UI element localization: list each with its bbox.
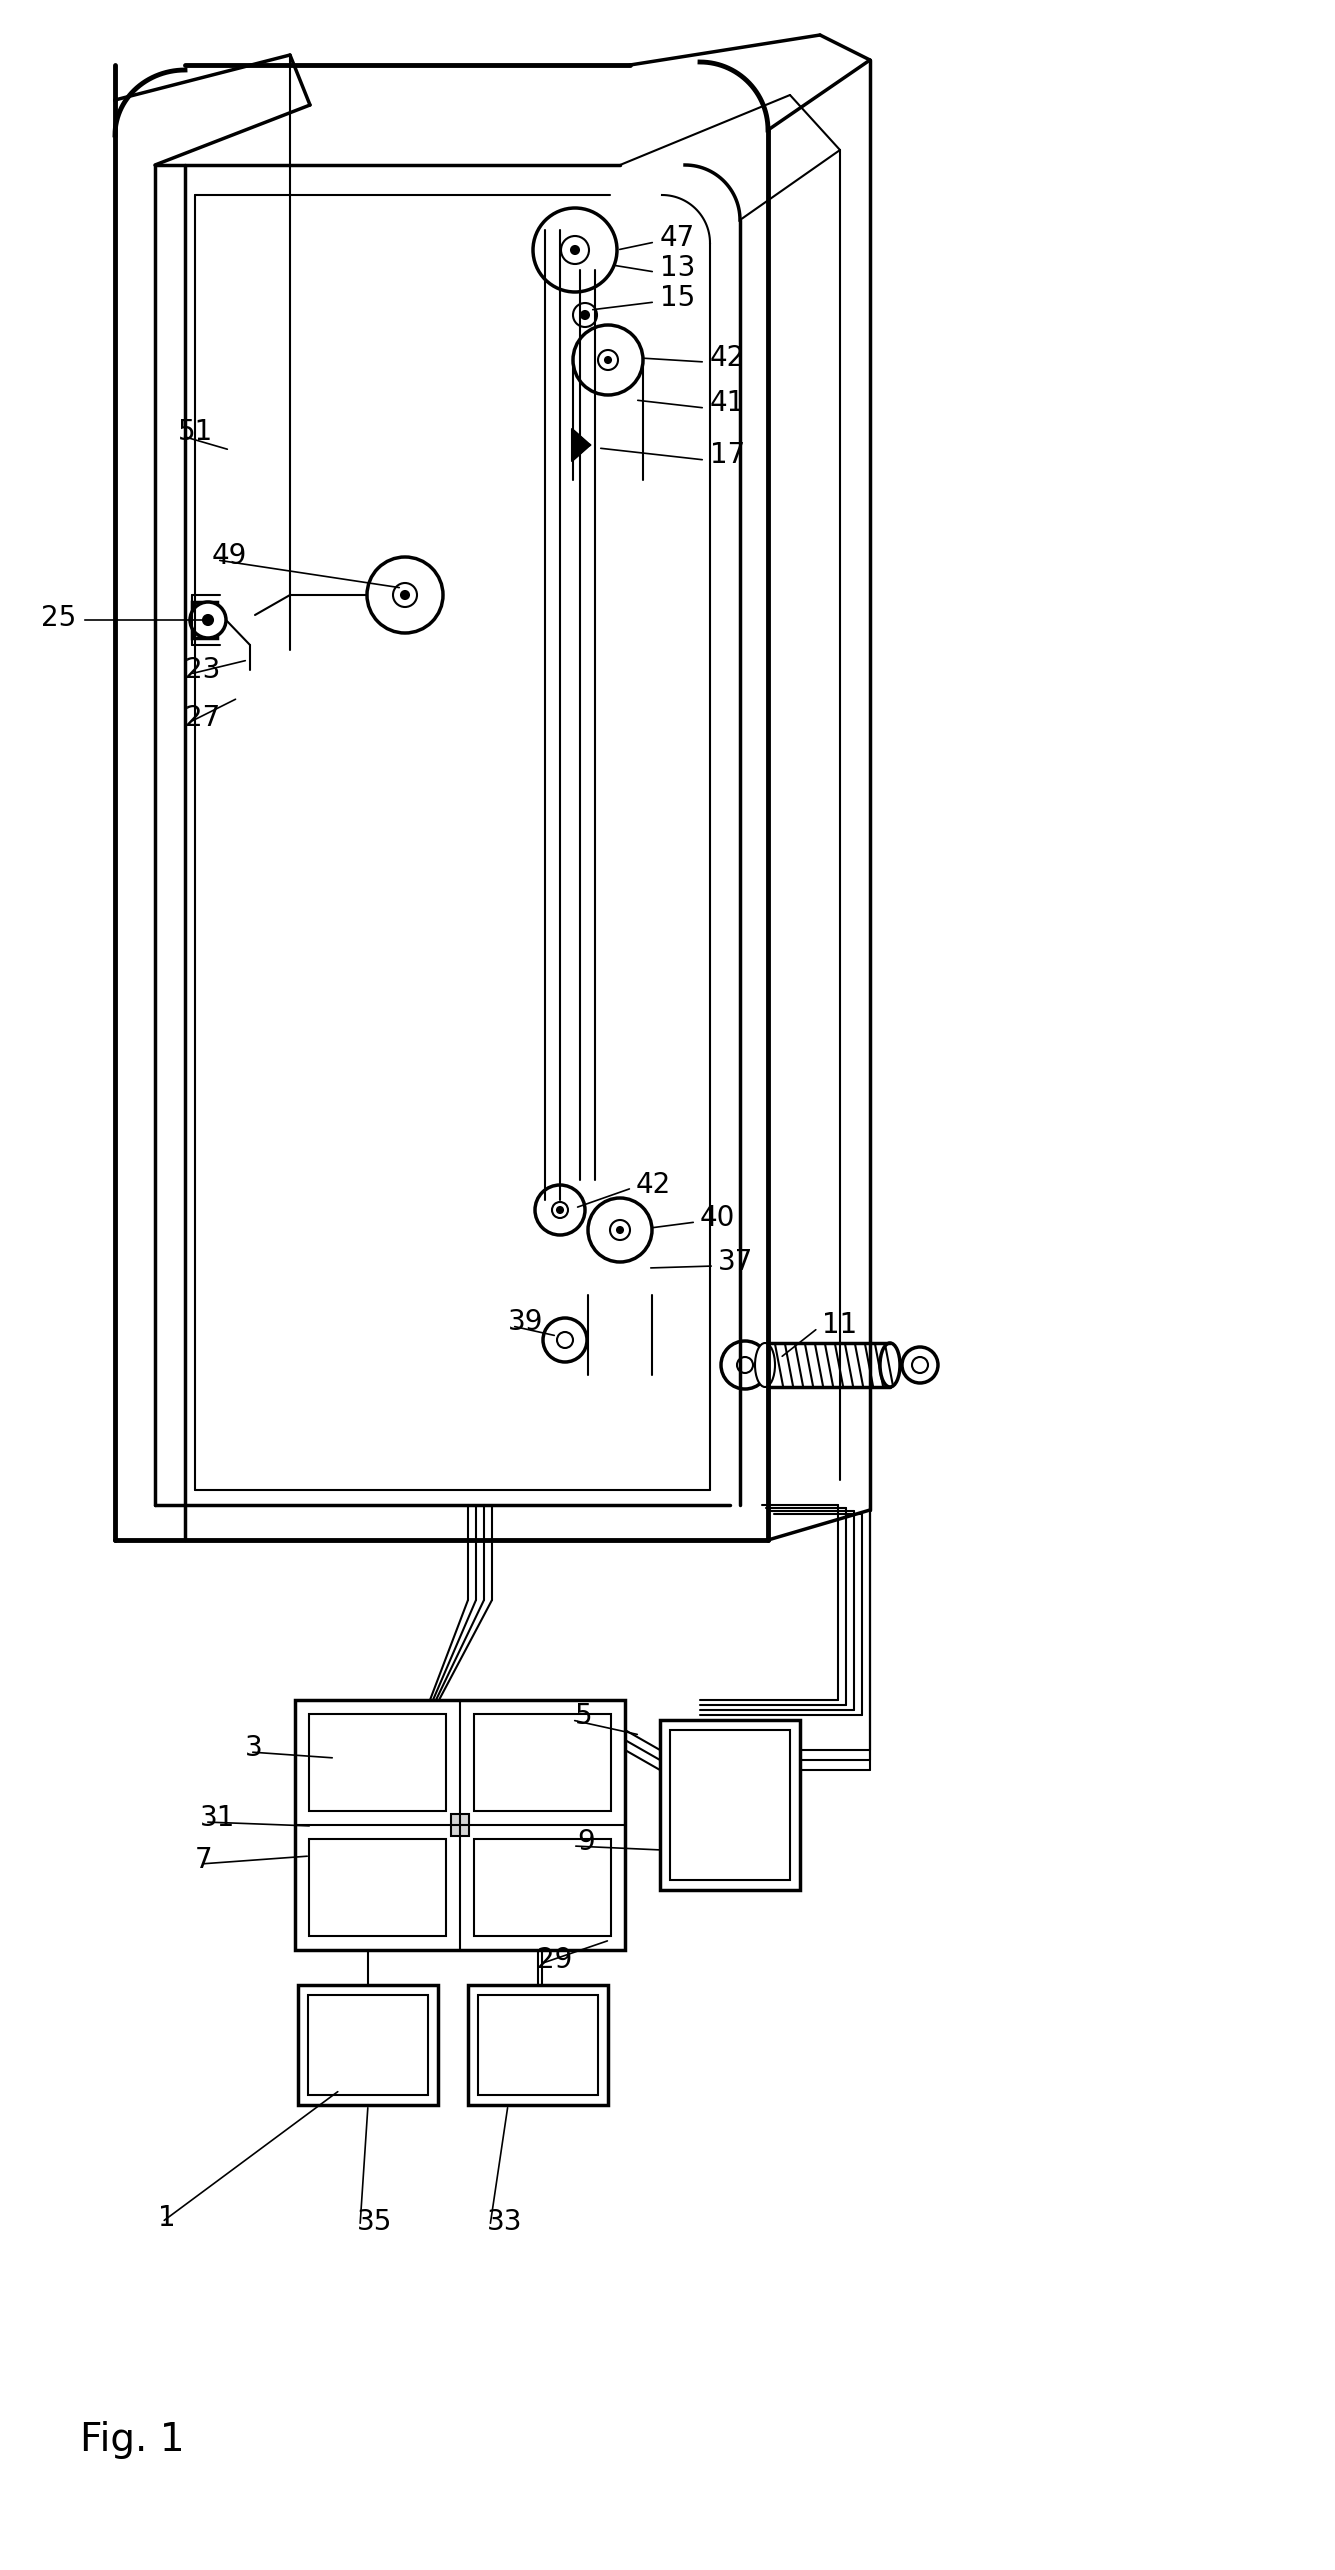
Text: 7: 7	[195, 1845, 212, 1874]
Bar	[298, 1984, 438, 2105]
Circle shape	[392, 583, 417, 607]
Text: 51: 51	[178, 419, 214, 447]
Text: 37: 37	[718, 1249, 753, 1275]
Text: 25: 25	[41, 604, 76, 632]
Circle shape	[721, 1342, 769, 1388]
Ellipse shape	[756, 1344, 776, 1388]
Circle shape	[561, 236, 589, 265]
Text: 29: 29	[537, 1945, 573, 1974]
Text: 15: 15	[659, 285, 696, 311]
Circle shape	[605, 357, 611, 362]
Bar	[478, 1994, 598, 2095]
Text: 13: 13	[659, 254, 696, 283]
Text: 1: 1	[158, 2205, 176, 2231]
Text: 41: 41	[710, 388, 745, 416]
Bar	[308, 1994, 429, 2095]
Bar	[670, 1730, 790, 1881]
Text: 17: 17	[710, 442, 745, 468]
Circle shape	[573, 324, 643, 396]
Circle shape	[610, 1221, 630, 1239]
Text: 33: 33	[487, 2208, 522, 2236]
Bar	[451, 1814, 469, 1835]
Circle shape	[551, 1203, 567, 1218]
Text: 11: 11	[822, 1311, 857, 1339]
Bar	[469, 1984, 607, 2105]
Bar	[295, 1699, 625, 1951]
Circle shape	[400, 591, 409, 599]
Circle shape	[737, 1357, 753, 1372]
Text: 9: 9	[577, 1827, 595, 1856]
Circle shape	[535, 1185, 585, 1236]
Text: 35: 35	[356, 2208, 392, 2236]
Text: 5: 5	[575, 1701, 593, 1730]
Bar	[308, 1714, 446, 1812]
Circle shape	[573, 303, 597, 326]
Bar	[474, 1714, 611, 1812]
Text: 49: 49	[212, 542, 247, 571]
Text: 23: 23	[186, 655, 220, 684]
Text: 39: 39	[509, 1308, 543, 1336]
Circle shape	[533, 208, 617, 293]
Ellipse shape	[880, 1344, 900, 1388]
Polygon shape	[571, 429, 590, 460]
Circle shape	[367, 558, 443, 632]
Circle shape	[617, 1226, 623, 1234]
Bar	[308, 1840, 446, 1935]
Text: 42: 42	[635, 1172, 672, 1200]
Text: 40: 40	[700, 1203, 736, 1231]
Circle shape	[190, 601, 226, 637]
Circle shape	[203, 614, 214, 625]
Circle shape	[543, 1318, 587, 1362]
Text: Fig. 1: Fig. 1	[80, 2421, 184, 2459]
Circle shape	[912, 1357, 928, 1372]
Circle shape	[598, 350, 618, 370]
Text: 42: 42	[710, 344, 745, 373]
Text: 31: 31	[200, 1804, 235, 1832]
Bar	[192, 601, 218, 637]
Text: 27: 27	[186, 704, 220, 732]
Circle shape	[557, 1331, 573, 1349]
Circle shape	[581, 311, 589, 319]
Bar	[474, 1840, 611, 1935]
Circle shape	[571, 247, 579, 254]
Circle shape	[902, 1347, 939, 1383]
Circle shape	[557, 1208, 563, 1213]
Bar	[659, 1719, 800, 1889]
Text: 3: 3	[246, 1735, 263, 1763]
Text: 47: 47	[659, 224, 696, 252]
Circle shape	[587, 1198, 651, 1262]
